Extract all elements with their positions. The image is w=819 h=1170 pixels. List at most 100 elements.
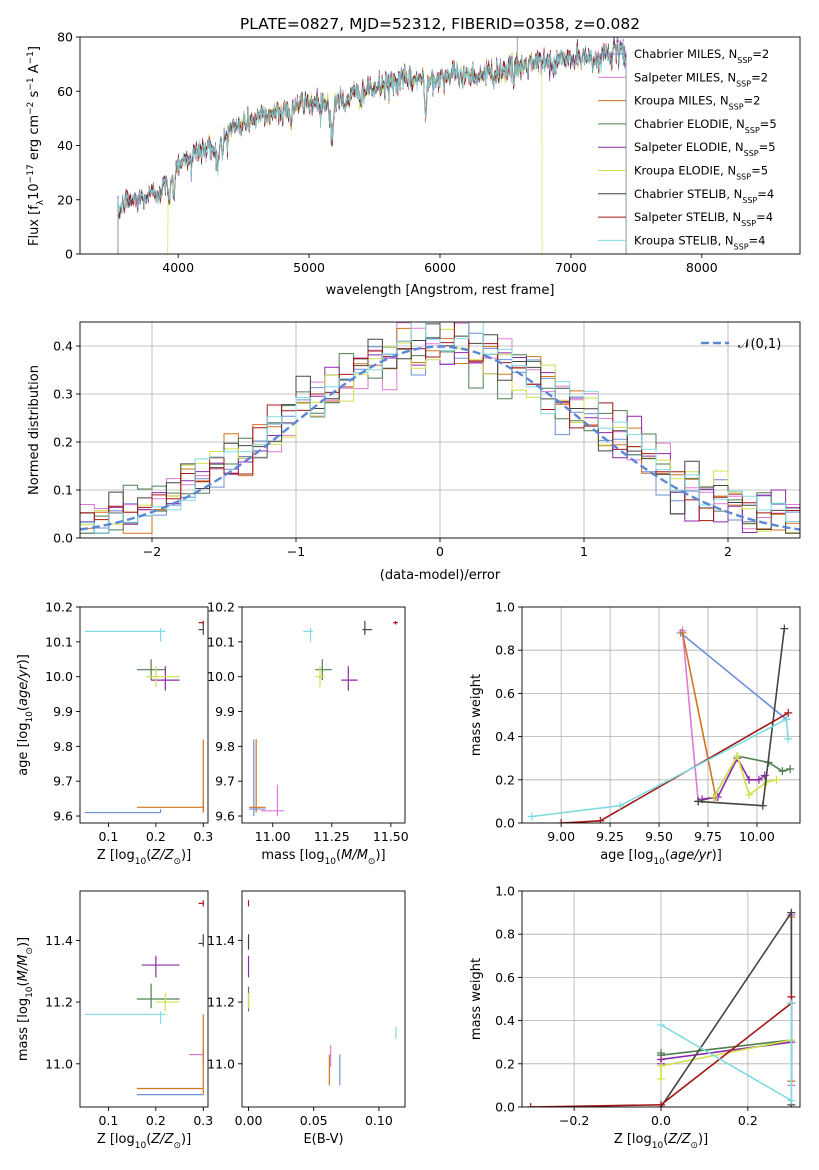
errorbar-point xyxy=(249,739,266,813)
y-axis-label: age [log10(age/yr)] xyxy=(16,654,35,776)
y-tick-label: 0.0 xyxy=(495,1100,515,1115)
x-axis-label: mass [log10(M/M⊙)] xyxy=(261,848,385,867)
plot-area-residuals xyxy=(80,322,800,538)
y-tick-label: 0.2 xyxy=(495,1056,515,1071)
y-axis-label: Flux [fλ10−17 erg cm−2 s−1 A−1] xyxy=(26,46,46,246)
plot-area-mass-vs-ebv xyxy=(247,900,397,1086)
axes-spectrum: 4000 5000 6000 7000 8000 0 20 40 60 80 wavelength … xyxy=(26,30,801,298)
x-tick-label: 11.00 xyxy=(255,829,291,844)
x-axis-label: (data-model)/error xyxy=(380,568,501,583)
y-axis-label: mass weight xyxy=(469,674,484,756)
plot-area-weight-vs-Z xyxy=(522,891,800,1107)
plot-area-mass-vs-Z xyxy=(84,900,204,1096)
weight-marker xyxy=(657,1074,665,1083)
errorbar-point xyxy=(303,627,313,642)
errorbar-point xyxy=(341,666,358,691)
errorbar-point xyxy=(362,620,372,635)
y-tick-label: 0.8 xyxy=(495,643,515,658)
y-tick-label: 1.0 xyxy=(495,600,515,615)
x-tick-label: 6000 xyxy=(424,260,456,275)
weight-marker xyxy=(778,767,787,776)
weight-series-2 xyxy=(681,632,717,798)
weight-marker xyxy=(745,790,754,799)
y-tick-label: 11.2 xyxy=(207,995,235,1010)
weight-series-8 xyxy=(531,718,790,818)
plot-area-age-vs-Z xyxy=(84,620,204,814)
axes-frame xyxy=(79,606,209,824)
y-tick-label: 80 xyxy=(57,30,73,45)
x-tick-label: 0.0 xyxy=(651,1113,671,1128)
errorbar-point xyxy=(393,620,398,625)
x-tick-label: 2 xyxy=(724,544,732,559)
hist-series-8 xyxy=(80,322,800,538)
weight-marker xyxy=(787,908,796,917)
spectrum-series-8 xyxy=(117,41,627,254)
x-tick-label: 0.3 xyxy=(193,829,213,844)
legend: Chabrier MILES, NSSP=2 Salpeter MILES, NS… xyxy=(598,47,777,251)
weight-series-0 xyxy=(680,632,787,720)
y-tick-label: 0.6 xyxy=(495,686,515,701)
weight-marker xyxy=(557,819,566,823)
y-tick-label: 0.0 xyxy=(495,816,515,831)
x-tick-label: 9.75 xyxy=(694,829,722,844)
legend-entry: Salpeter STELIB, NSSP=4 xyxy=(634,210,773,228)
y-tick-label: 10.1 xyxy=(207,634,235,649)
y-tick-label: 0.4 xyxy=(495,1013,515,1028)
axes-age-vs-Z: 0.1 0.2 0.3 9.6 9.7 9.8 9.9 10.0 10.1 10.2 Z [log1… xyxy=(16,600,213,868)
weight-marker xyxy=(745,775,754,784)
y-tick-label: 0.1 xyxy=(53,483,73,498)
x-axis-label: Z [log10(Z/Z⊙)] xyxy=(97,1132,191,1151)
errorbar-point xyxy=(84,627,166,642)
axes-frame xyxy=(241,606,406,824)
x-tick-label: 0.10 xyxy=(365,1113,393,1128)
errorbar-point xyxy=(315,666,325,688)
weight-marker xyxy=(780,624,789,633)
y-tick-label: 9.7 xyxy=(215,774,235,789)
weight-marker xyxy=(782,715,791,724)
y-tick-label: 40 xyxy=(57,138,73,153)
errorbar-point xyxy=(249,739,266,817)
errorbar-point xyxy=(198,620,204,625)
x-tick-label: 9.25 xyxy=(596,829,624,844)
y-tick-label: 0.0 xyxy=(53,531,73,546)
y-tick-label: 9.8 xyxy=(53,739,73,754)
legend-entry: Kroupa MILES, NSSP=2 xyxy=(634,94,760,112)
y-tick-label: 20 xyxy=(57,192,73,207)
y-tick-label: 10.0 xyxy=(45,669,73,684)
plot-area-spectrum xyxy=(117,37,627,254)
plot-area-age-vs-mass xyxy=(249,620,398,817)
errorbar-point xyxy=(84,809,162,814)
legend-entry: Chabrier STELIB, NSSP=4 xyxy=(634,187,774,205)
y-tick-label: 0.3 xyxy=(53,387,73,402)
y-tick-label: 11.4 xyxy=(45,933,73,948)
weight-series-6 xyxy=(698,628,786,807)
legend-entry: 𝒩(0,1) xyxy=(738,337,781,352)
y-axis-label: mass [log10(M/M⊙)] xyxy=(16,937,35,1061)
y-tick-label: 9.6 xyxy=(53,809,73,824)
x-tick-label: −0.2 xyxy=(559,1113,589,1128)
errorbar-point xyxy=(84,1011,166,1024)
weight-marker xyxy=(787,1096,796,1105)
errorbar-point xyxy=(136,1014,204,1095)
y-tick-label: 10.2 xyxy=(45,600,73,615)
normal-curve xyxy=(80,345,800,531)
weight-marker xyxy=(596,816,605,823)
axes-residuals: −2 −1 0 1 2 0.0 0.1 0.2 0.3 0.4 𝒩(0,1) (data-model)… xyxy=(27,321,801,583)
weight-marker xyxy=(733,752,742,761)
y-tick-label: 11.0 xyxy=(45,1056,73,1071)
y-tick-label: 11.4 xyxy=(207,933,235,948)
weight-marker xyxy=(694,797,703,806)
x-tick-label: 0.2 xyxy=(146,829,166,844)
errorbar-point xyxy=(189,1048,204,1064)
y-tick-label: 9.9 xyxy=(53,704,73,719)
legend-entry: Chabrier ELODIE, NSSP=5 xyxy=(634,117,777,134)
x-tick-label: 9.00 xyxy=(547,829,575,844)
axes-frame xyxy=(241,890,406,1108)
y-tick-label: 0.6 xyxy=(495,970,515,985)
plot-area-weight-vs-age xyxy=(522,607,800,823)
x-axis-label: Z [log10(Z/Z⊙)] xyxy=(97,848,191,867)
errorbar-point xyxy=(155,992,180,1012)
x-tick-label: 11.50 xyxy=(373,829,409,844)
y-tick-label: 10.2 xyxy=(207,600,235,615)
